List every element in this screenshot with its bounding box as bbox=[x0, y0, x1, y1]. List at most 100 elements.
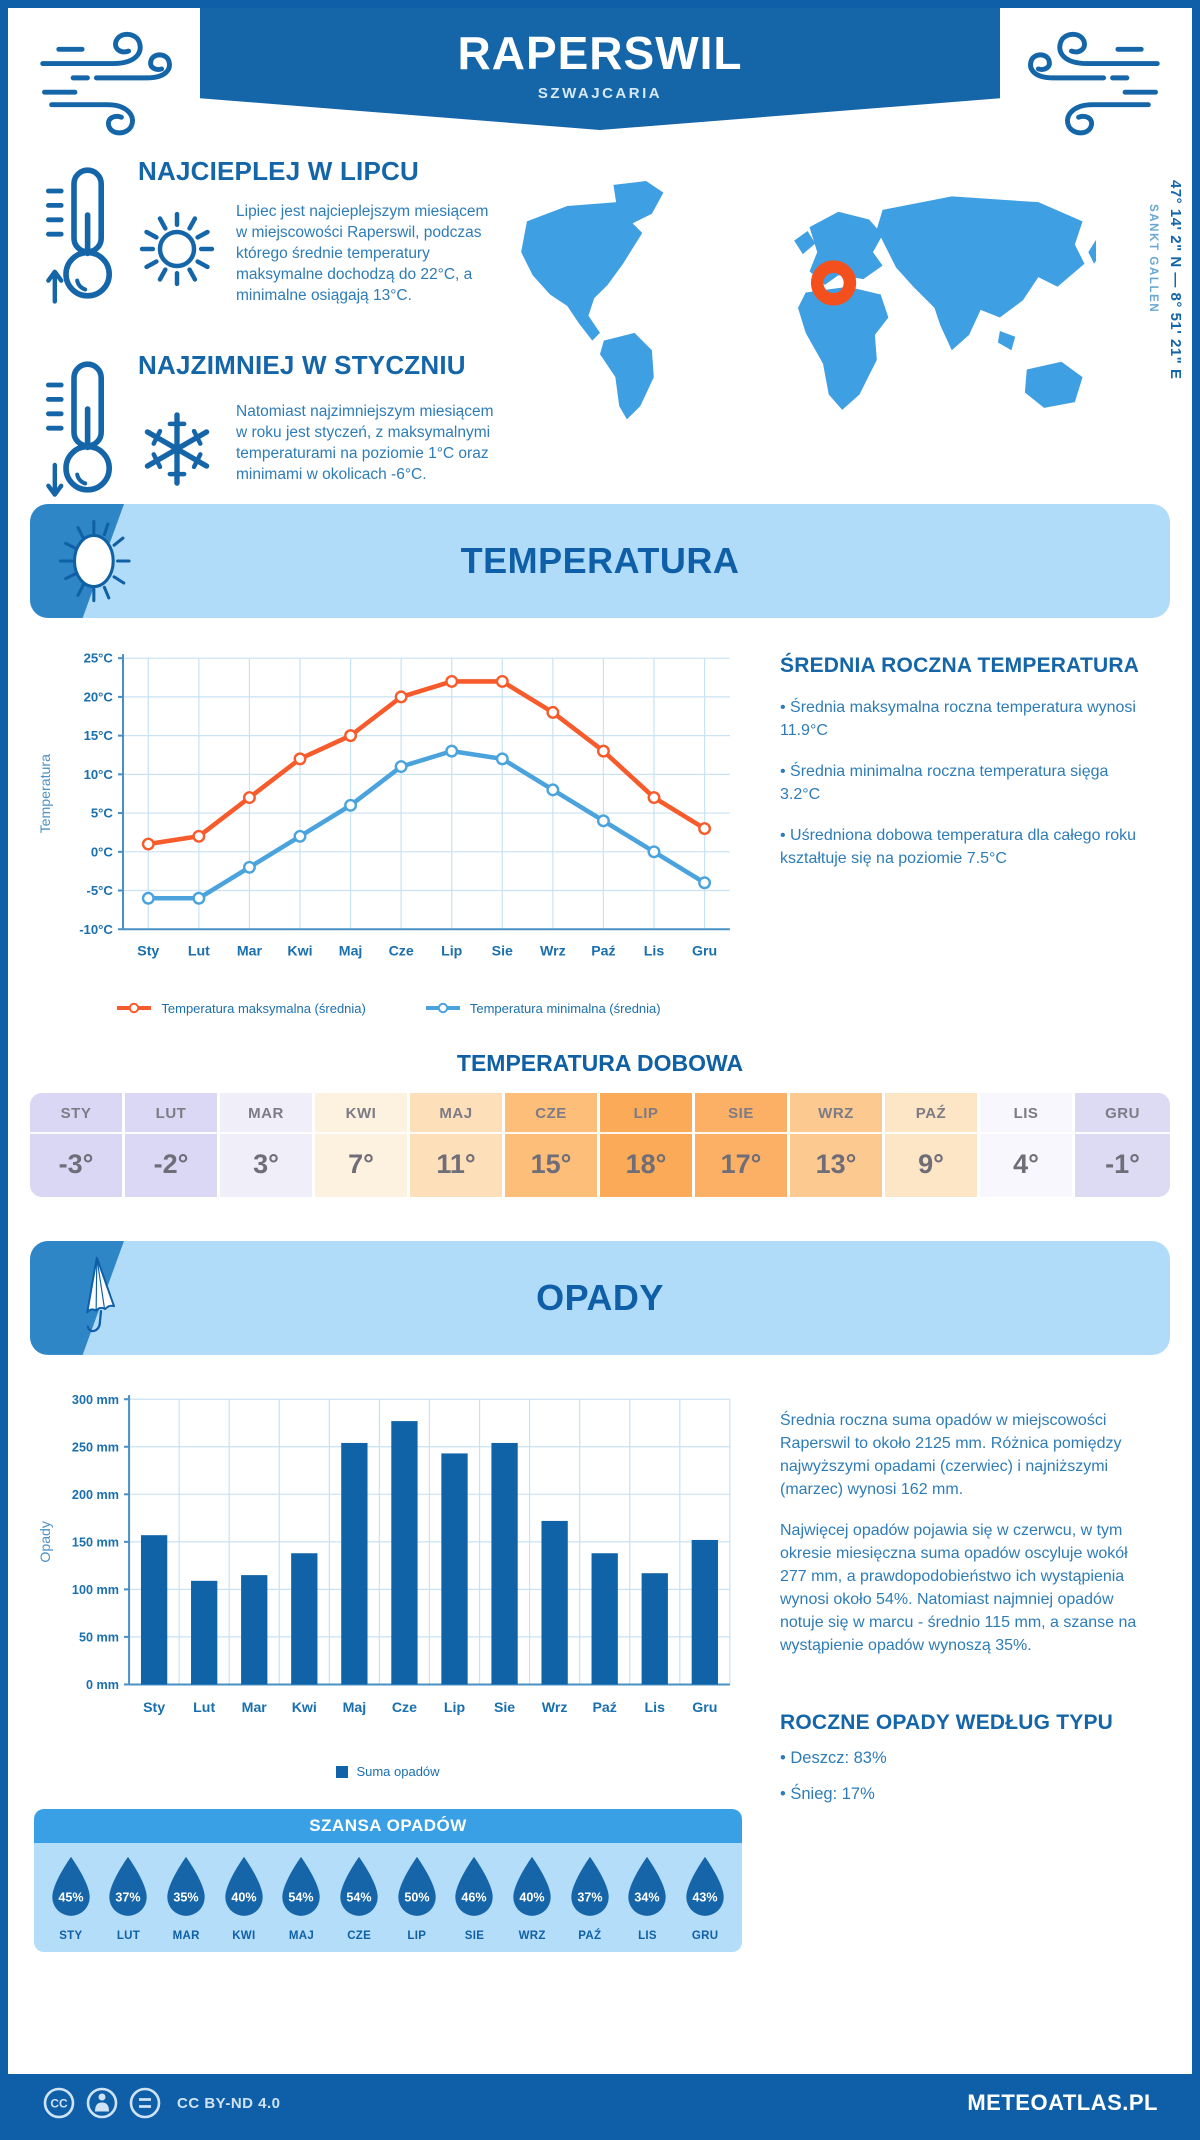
svg-text:Sie: Sie bbox=[492, 943, 513, 959]
chance-droplet: 46% SIE bbox=[446, 1855, 504, 1942]
svg-text:40%: 40% bbox=[231, 1891, 256, 1905]
month-label: KWI bbox=[315, 1093, 407, 1134]
svg-text:Wrz: Wrz bbox=[542, 1699, 568, 1715]
precipitation-type-bullet: • Deszcz: 83% bbox=[780, 1749, 887, 1768]
month-temperature-cell: MAJ 11° bbox=[410, 1092, 505, 1197]
snowflake-icon bbox=[144, 411, 210, 486]
svg-text:0°C: 0°C bbox=[91, 844, 114, 859]
month-label: WRZ bbox=[790, 1093, 882, 1134]
svg-text:15°C: 15°C bbox=[84, 728, 114, 743]
wind-icon bbox=[40, 31, 172, 136]
temperature-region: -10°C -5°C 0°C 5°C 10°C 15°C 20°C 25°C Sty Lut Mar… bbox=[8, 642, 1192, 1016]
month-temperature-cell: LIS 4° bbox=[980, 1092, 1075, 1197]
temperature-chart-column: -10°C -5°C 0°C 5°C 10°C 15°C 20°C 25°C Sty Lut Mar… bbox=[34, 642, 742, 1016]
month-temperature-cell: GRU -1° bbox=[1075, 1092, 1170, 1197]
droplet-month-label: MAJ bbox=[288, 1930, 315, 1943]
warmest-month-block: NAJCIEPLEJ W LIPCU Lipiec jest najcieple… bbox=[42, 156, 494, 314]
chance-droplet: 50% LIP bbox=[388, 1855, 446, 1942]
month-temperature-cell: MAR 3° bbox=[220, 1092, 315, 1197]
region-label: SANKT GALLEN bbox=[1147, 204, 1159, 314]
svg-text:Cze: Cze bbox=[389, 943, 414, 959]
warmest-month-title: NAJCIEPLEJ W LIPCU bbox=[138, 156, 419, 186]
month-label: STY bbox=[30, 1093, 122, 1134]
intro-section: NAJCIEPLEJ W LIPCU Lipiec jest najcieple… bbox=[8, 156, 1192, 497]
svg-text:50 mm: 50 mm bbox=[79, 1630, 119, 1644]
svg-text:20°C: 20°C bbox=[84, 689, 114, 704]
sun-icon bbox=[139, 211, 215, 286]
chance-droplet: 34% LIS bbox=[619, 1855, 677, 1942]
svg-text:-5°C: -5°C bbox=[86, 883, 113, 898]
svg-text:45%: 45% bbox=[58, 1891, 83, 1905]
svg-text:150 mm: 150 mm bbox=[72, 1535, 119, 1549]
droplet-month-label: LUT bbox=[116, 1930, 141, 1943]
temperature-value: 4° bbox=[1013, 1148, 1039, 1179]
temperature-value: 18° bbox=[625, 1148, 667, 1179]
temperature-value: 15° bbox=[530, 1148, 572, 1179]
svg-text:46%: 46% bbox=[462, 1891, 487, 1905]
svg-text:Maj: Maj bbox=[339, 943, 363, 959]
svg-text:250 mm: 250 mm bbox=[72, 1440, 119, 1454]
month-temperature-cell: CZE 15° bbox=[505, 1092, 600, 1197]
svg-text:CC: CC bbox=[50, 2097, 68, 2111]
svg-text:Paź: Paź bbox=[593, 1699, 617, 1715]
coldest-month-text: Natomiast najzimniejszym miesiącem w rok… bbox=[236, 402, 494, 483]
droplet-month-label: LIP bbox=[407, 1930, 427, 1943]
precipitation-chance-droplets: 45% STY 37% LUT 35% MAR 40% KWI 54% MAJ 54% CZE 50% L… bbox=[34, 1843, 742, 1953]
svg-text:Maj: Maj bbox=[343, 1699, 367, 1715]
chance-droplet: 40% KWI bbox=[215, 1855, 273, 1942]
svg-text:Lis: Lis bbox=[644, 943, 665, 959]
svg-text:54%: 54% bbox=[289, 1891, 314, 1905]
temperature-value: -3° bbox=[58, 1148, 94, 1179]
month-label: CZE bbox=[505, 1093, 597, 1134]
temperature-value: 9° bbox=[918, 1148, 944, 1179]
month-temperature-cell: STY -3° bbox=[30, 1092, 125, 1197]
svg-text:54%: 54% bbox=[347, 1891, 372, 1905]
license-label: CC BY-ND 4.0 bbox=[177, 2094, 281, 2112]
svg-text:35%: 35% bbox=[174, 1891, 199, 1905]
month-temperature-cell: LIP 18° bbox=[600, 1092, 695, 1197]
precipitation-chart-column: 0 mm 50 mm 100 mm 150 mm 200 mm 250 mm 300 mm S… bbox=[34, 1379, 742, 1953]
legend-item: Temperatura maksymalna (średnia) bbox=[115, 1001, 366, 1016]
droplet-month-label: PAŹ bbox=[578, 1930, 602, 1943]
month-label: LIS bbox=[980, 1093, 1072, 1134]
coordinates-label: 47° 14' 2" N — 8° 51' 21" E bbox=[1167, 180, 1184, 380]
temperature-value: 3° bbox=[253, 1148, 279, 1179]
site-label: METEOATLAS.PL bbox=[967, 2090, 1158, 2115]
temperature-value: -2° bbox=[153, 1148, 189, 1179]
header: RAPERSWIL SZWAJCARIA bbox=[8, 8, 1192, 138]
svg-text:Sie: Sie bbox=[494, 1699, 515, 1715]
temperature-section-title: TEMPERATURA bbox=[460, 540, 740, 581]
intro-text-column: NAJCIEPLEJ W LIPCU Lipiec jest najcieple… bbox=[42, 156, 494, 497]
svg-text:Sty: Sty bbox=[143, 1699, 165, 1715]
temperature-legend: Temperatura maksymalna (średnia) Temperat… bbox=[34, 1001, 742, 1016]
droplet-month-label: LIS bbox=[638, 1930, 657, 1943]
coldest-month-title: NAJZIMNIEJ W STYCZNIU bbox=[138, 350, 466, 380]
temperature-value: 7° bbox=[348, 1148, 374, 1179]
cc-by-icon bbox=[86, 2087, 118, 2119]
coldest-month-block: NAJZIMNIEJ W STYCZNIU Natomiast najzimni… bbox=[42, 350, 494, 508]
month-label: LUT bbox=[125, 1093, 217, 1134]
location-marker bbox=[810, 260, 857, 306]
svg-text:-10°C: -10°C bbox=[79, 922, 113, 937]
thermometer-up-icon bbox=[46, 167, 112, 304]
temperature-line-chart: -10°C -5°C 0°C 5°C 10°C 15°C 20°C 25°C Sty Lut Mar… bbox=[34, 642, 742, 993]
temperature-value: -1° bbox=[1105, 1148, 1140, 1179]
annual-temp-bullet: • Uśredniona dobowa temperatura dla całe… bbox=[780, 827, 1137, 868]
chance-droplet: 54% MAJ bbox=[273, 1855, 331, 1942]
thermometer-down-icon bbox=[46, 361, 112, 497]
droplet-month-label: SIE bbox=[464, 1930, 485, 1943]
svg-text:Mar: Mar bbox=[242, 1699, 268, 1715]
chance-droplet: 37% LUT bbox=[100, 1855, 158, 1942]
chance-droplet: 40% WRZ bbox=[503, 1855, 561, 1942]
sun-filled-icon bbox=[58, 519, 131, 603]
precipitation-region: 0 mm 50 mm 100 mm 150 mm 200 mm 250 mm 300 mm S… bbox=[8, 1379, 1192, 1953]
droplet-month-label: KWI bbox=[232, 1930, 256, 1943]
precipitation-banner: OPADY bbox=[30, 1240, 1170, 1355]
page-title: RAPERSWIL bbox=[457, 27, 743, 79]
precipitation-legend: Suma opadów bbox=[34, 1764, 742, 1779]
license-icons: CC CC BY-ND 4.0 bbox=[42, 2086, 281, 2120]
droplet-month-label: WRZ bbox=[518, 1930, 546, 1943]
month-temperature-cell: PAŹ 9° bbox=[885, 1092, 980, 1197]
svg-text:100 mm: 100 mm bbox=[72, 1583, 119, 1597]
